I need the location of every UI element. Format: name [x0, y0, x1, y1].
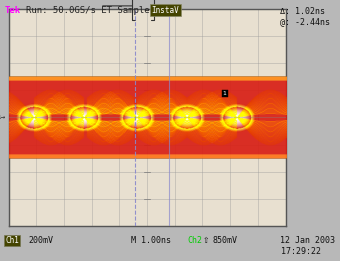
- Text: Δ: 1.02ns: Δ: 1.02ns: [280, 7, 325, 15]
- Text: 1→: 1→: [0, 115, 6, 120]
- Text: Ch1: Ch1: [5, 236, 19, 245]
- Text: ⇧: ⇧: [202, 236, 209, 245]
- Text: Ch2: Ch2: [187, 236, 202, 245]
- Text: 12 Jan 2003: 12 Jan 2003: [280, 236, 336, 245]
- Text: @: -2.44ns: @: -2.44ns: [280, 17, 330, 26]
- Text: 1: 1: [223, 91, 226, 96]
- Text: Run: 50.0GS/s ET Sample: Run: 50.0GS/s ET Sample: [26, 6, 149, 15]
- Text: 850mV: 850mV: [212, 236, 238, 245]
- Text: M 1.00ns: M 1.00ns: [131, 236, 171, 245]
- Text: 17:29:22: 17:29:22: [280, 247, 321, 256]
- Text: InstaV: InstaV: [151, 6, 179, 15]
- Text: 200mV: 200mV: [29, 236, 54, 245]
- Text: Tek: Tek: [5, 6, 21, 15]
